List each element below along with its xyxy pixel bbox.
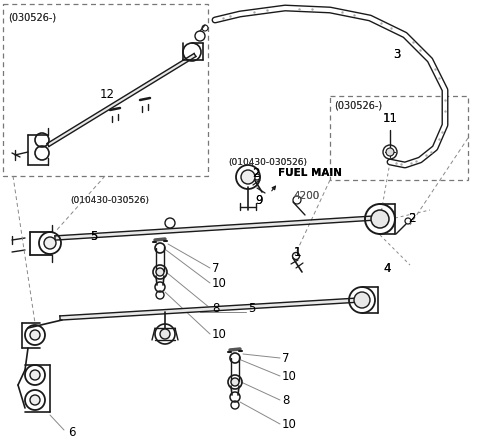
Text: (030526-): (030526-) (334, 100, 382, 110)
Bar (330, 96, 468, 180)
Text: 5: 5 (90, 230, 97, 242)
Text: 7: 7 (212, 262, 219, 274)
Text: 9: 9 (255, 194, 263, 206)
Text: 11: 11 (383, 111, 398, 124)
Circle shape (30, 395, 40, 405)
Text: 2: 2 (408, 211, 416, 225)
Text: 8: 8 (282, 393, 289, 407)
Text: 10: 10 (212, 328, 227, 341)
Text: 4: 4 (383, 262, 391, 274)
Text: 12: 12 (100, 87, 115, 100)
Text: (030526-): (030526-) (334, 100, 382, 110)
Circle shape (30, 370, 40, 380)
Text: 2: 2 (252, 166, 260, 179)
Text: 4200: 4200 (293, 191, 319, 201)
Text: 1: 1 (294, 246, 301, 258)
Text: 2: 2 (252, 166, 260, 179)
Circle shape (160, 329, 170, 339)
Text: FUEL MAIN: FUEL MAIN (278, 168, 342, 178)
Circle shape (231, 378, 239, 386)
Text: 3: 3 (393, 48, 400, 62)
Text: 6: 6 (68, 425, 75, 439)
Text: 9: 9 (255, 194, 263, 206)
Text: (010430-030526): (010430-030526) (228, 158, 307, 166)
Text: 10: 10 (282, 369, 297, 382)
Circle shape (44, 237, 56, 249)
Text: (010430-030526): (010430-030526) (70, 195, 149, 205)
Text: 4: 4 (383, 262, 391, 274)
Text: (010430-030526): (010430-030526) (228, 158, 307, 166)
Text: 1: 1 (294, 246, 301, 258)
Text: 5: 5 (90, 230, 97, 242)
Text: 10: 10 (212, 277, 227, 289)
Text: 10: 10 (282, 417, 297, 431)
Circle shape (241, 170, 255, 184)
Text: 8: 8 (212, 301, 219, 314)
Circle shape (371, 210, 389, 228)
Text: (030526-): (030526-) (8, 13, 56, 23)
Text: 5: 5 (248, 301, 255, 314)
Circle shape (30, 330, 40, 340)
Polygon shape (47, 54, 196, 147)
Text: 7: 7 (282, 352, 289, 365)
Text: 3: 3 (393, 48, 400, 62)
Circle shape (156, 268, 164, 276)
Text: (030526-): (030526-) (8, 13, 56, 23)
Polygon shape (60, 298, 360, 320)
Text: 2: 2 (408, 211, 416, 225)
Text: FUEL MAIN: FUEL MAIN (278, 168, 342, 178)
Text: (010430-030526): (010430-030526) (70, 195, 149, 205)
Circle shape (386, 148, 394, 156)
Polygon shape (55, 216, 375, 240)
Text: 11: 11 (383, 111, 398, 124)
Bar (3, 4, 208, 176)
Text: 4200: 4200 (293, 191, 319, 201)
Circle shape (354, 292, 370, 308)
